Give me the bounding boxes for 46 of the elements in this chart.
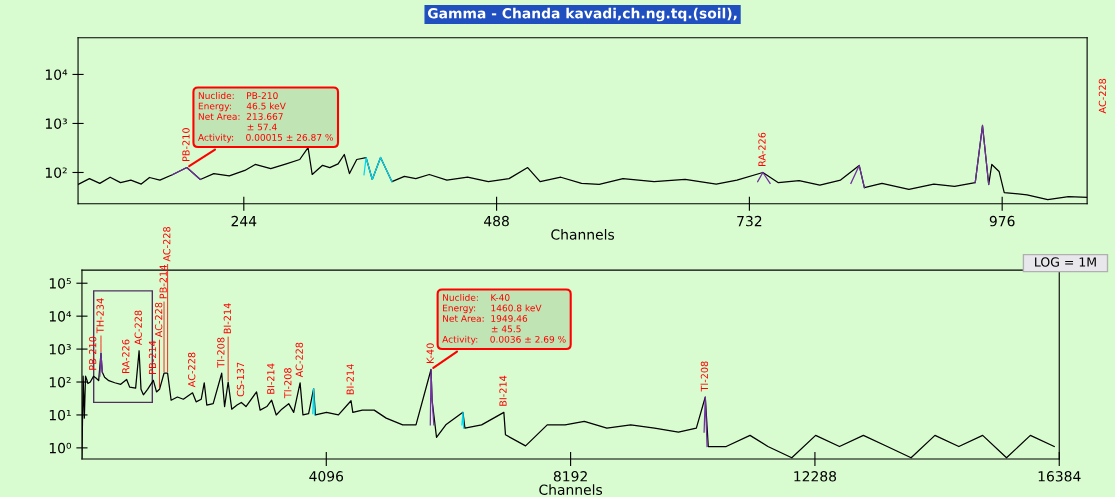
line-series [363, 156, 393, 183]
annotation: PB-214 [148, 340, 157, 374]
x-tick-label: 488 [484, 215, 509, 227]
annotation: AC-228 [163, 226, 171, 262]
annotation: CS-137 [236, 362, 245, 397]
annotation: BI-214 [267, 363, 275, 394]
annotation: PB-210 [182, 128, 190, 162]
annotation: TH-234 [96, 298, 104, 334]
annotation: BI-214 [346, 364, 354, 395]
x-tick-label: 244 [231, 215, 257, 227]
annotation: Nuclide: PB-210 Energy: 46.5 keV Net Area: 213.667 ± 57.4 Activity: 0.00015 ± 26.87 % [198, 92, 333, 143]
x-tick-label: 16384 [1038, 471, 1081, 482]
annotation: Tl-208 [700, 361, 709, 392]
annotation: AC-228 [134, 310, 142, 346]
annotation: K-40 [426, 343, 434, 363]
y-tick-label: 10⁴ [49, 311, 72, 322]
y-tick-label: 10² [45, 167, 67, 178]
annotation: AC-228 [188, 352, 196, 388]
y-tick-label: 10³ [45, 118, 67, 129]
annotation: BI-214 [499, 375, 507, 406]
annotation: RA-226 [758, 132, 766, 166]
annotation: AC-228 [295, 342, 303, 378]
y-tick-label: 10⁰ [49, 442, 72, 454]
y-tick-label: 10³ [49, 344, 71, 355]
x-tick-label: 732 [737, 215, 762, 227]
y-tick-label: 10⁴ [45, 69, 68, 80]
x-axis-title: Channels [539, 484, 603, 495]
annotation: PB-214 [159, 265, 167, 299]
x-tick-label: 12288 [794, 471, 837, 482]
y-tick-label: 10² [49, 376, 71, 388]
y-tick-label: 10¹ [49, 409, 71, 421]
x-tick-label: 4096 [309, 471, 344, 482]
chart-title: Gamma - Chanda kavadi,ch.ng.tq.(soil), [427, 7, 737, 22]
x-tick-label: 8192 [553, 471, 587, 482]
annotation: Tl-208 [217, 337, 225, 368]
x-tick-label: 976 [989, 215, 1015, 227]
annotation: AC-228 [154, 302, 163, 338]
text: AC-228 [1098, 78, 1107, 114]
annotation: Nuclide: K-40 Energy: 1460.8 keV Net Area: 1949.46 ± 45.5 Activity: 0.0036 ± 2.69 % [442, 293, 566, 345]
annotation: Tl-208 [283, 368, 292, 399]
annotation: PB-210 [88, 336, 97, 370]
annotation: BI-214 [223, 303, 231, 334]
text: LOG = 1M [1035, 257, 1096, 267]
y-tick-label: 10⁵ [49, 278, 71, 289]
x-axis-title: Channels [551, 229, 615, 240]
annotation: RA-226 [122, 339, 130, 373]
